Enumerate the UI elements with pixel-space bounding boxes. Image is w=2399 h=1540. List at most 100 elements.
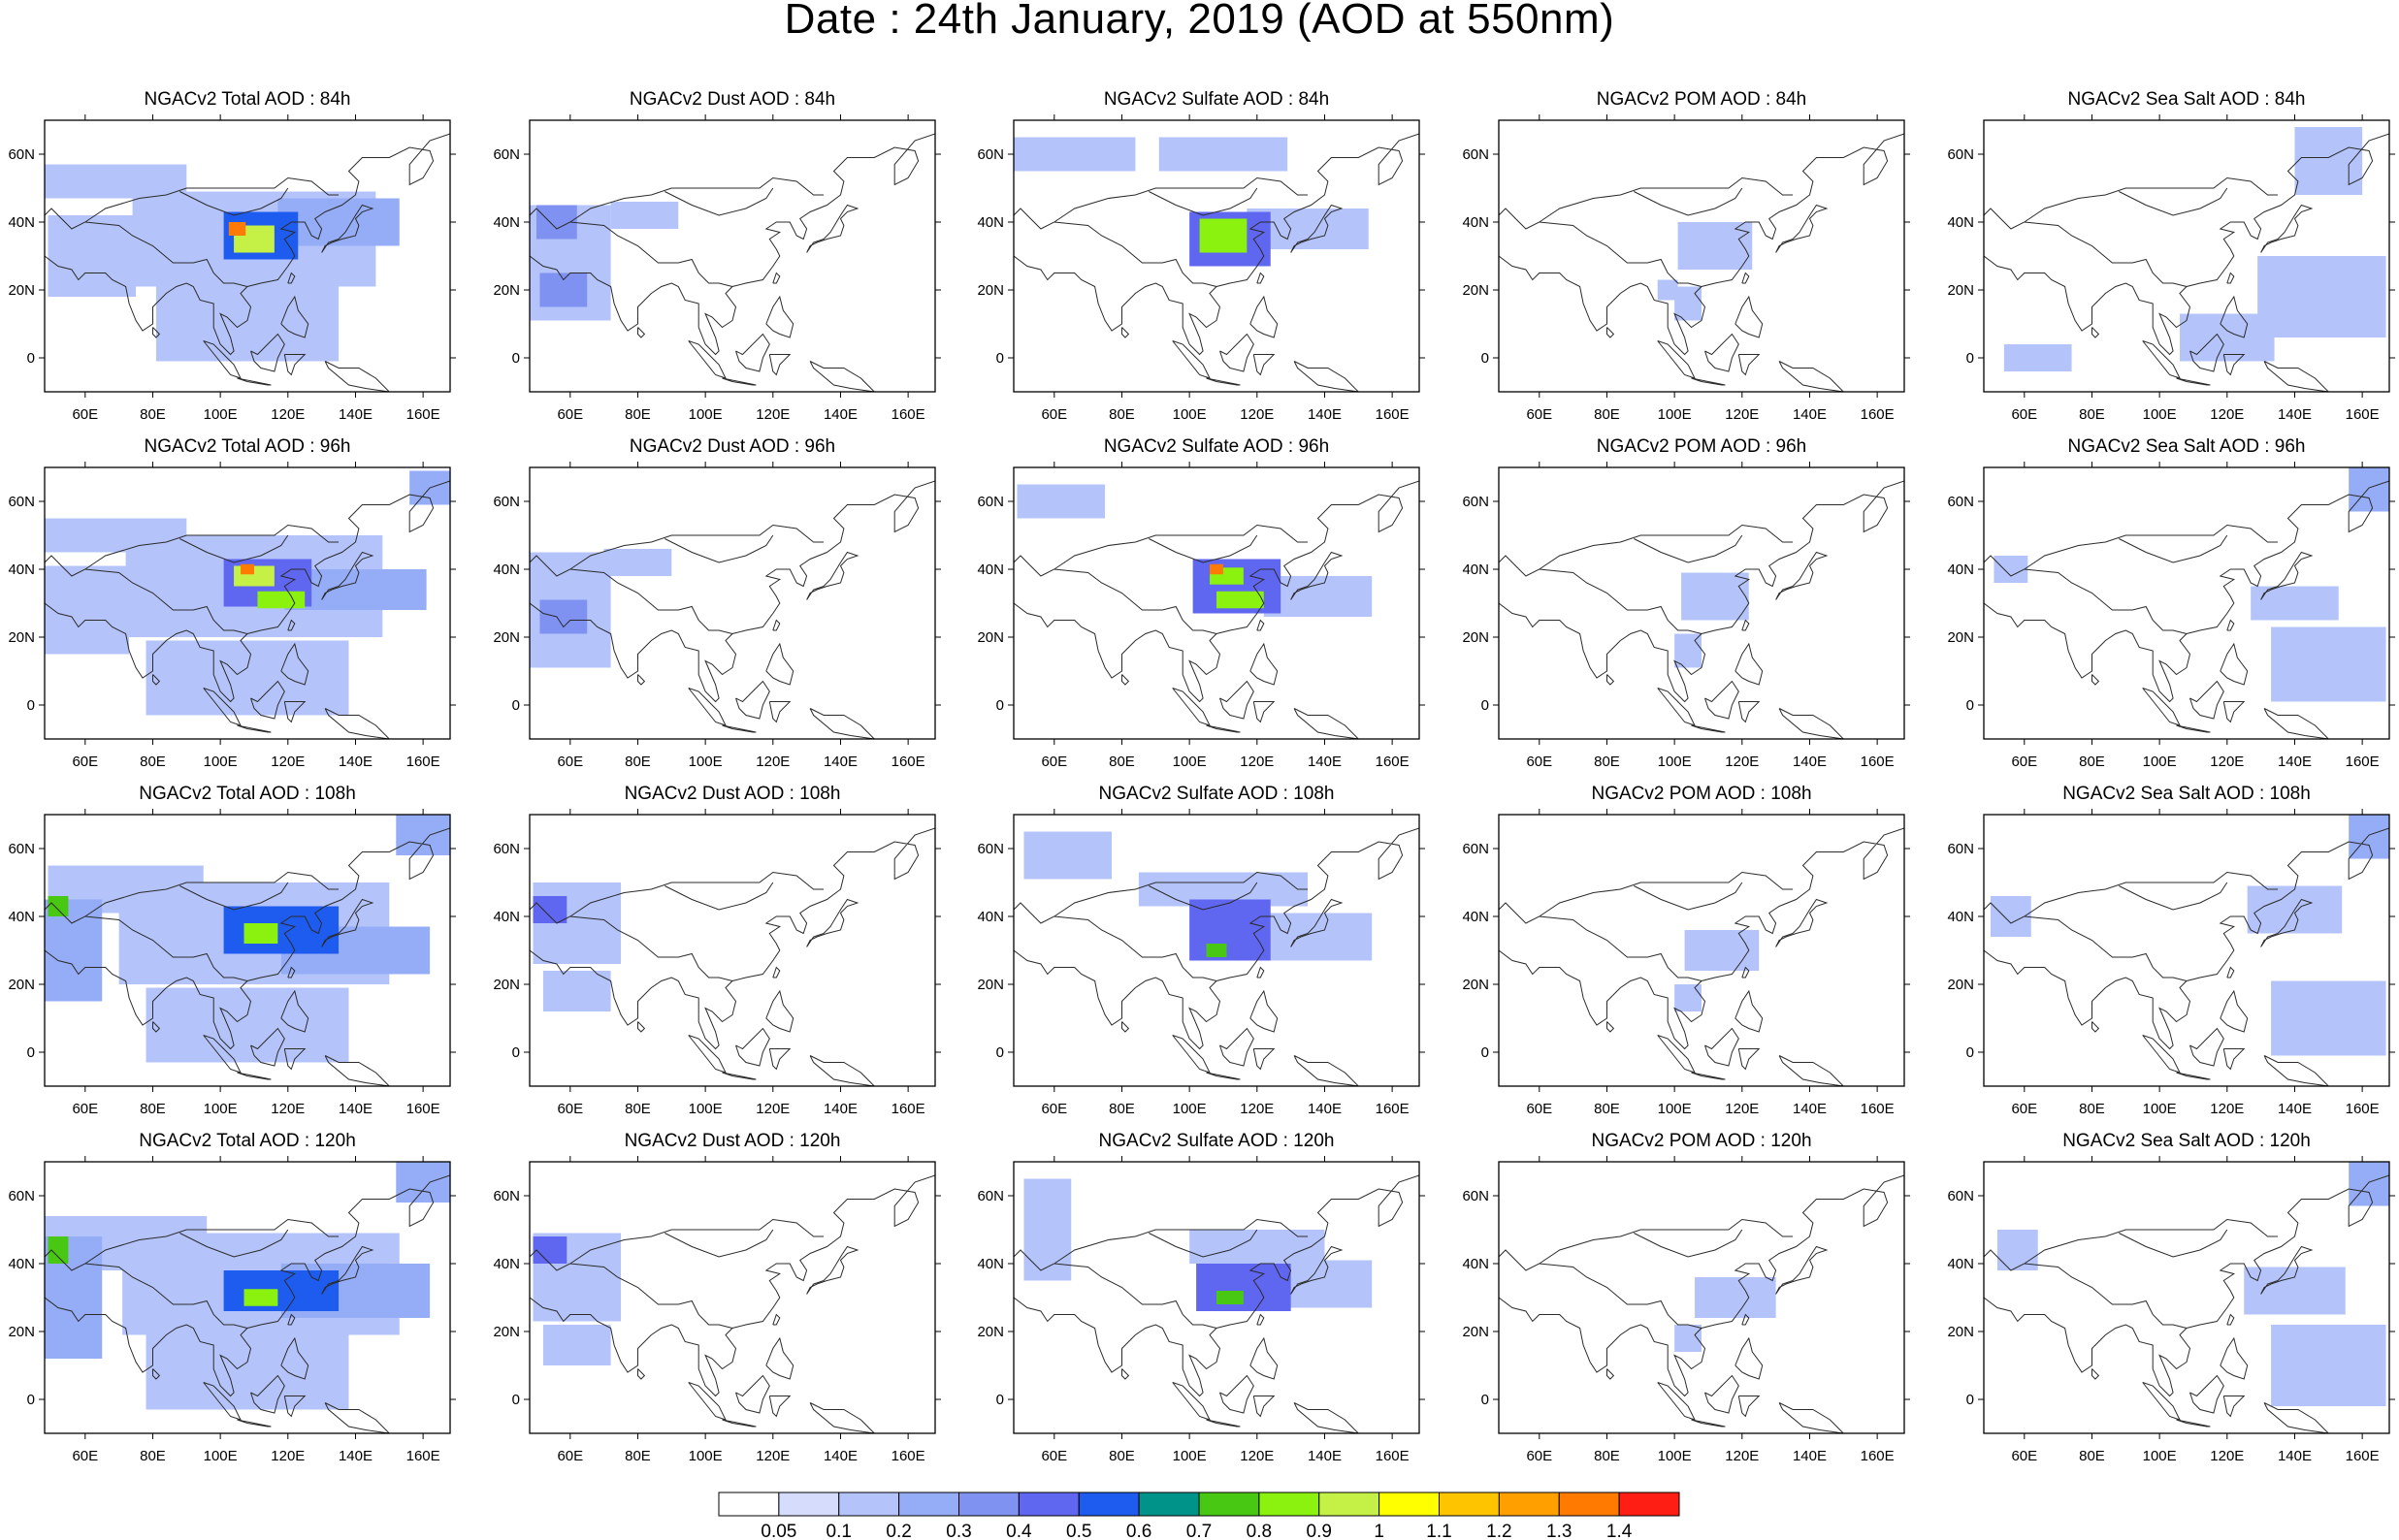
coastline-path bbox=[287, 619, 296, 631]
lat-tick-label: 40N bbox=[1947, 214, 1974, 231]
lon-tick-label: 60E bbox=[1526, 1101, 1552, 1117]
colorbar-label: 0.5 bbox=[1066, 1522, 1091, 1540]
map-frame bbox=[1013, 814, 1420, 1087]
coastline-path bbox=[237, 377, 272, 386]
coastline-path bbox=[1778, 1402, 1845, 1433]
lon-tick-label: 80E bbox=[1594, 1101, 1620, 1117]
lat-tick-label: 20N bbox=[8, 1324, 35, 1340]
lat-tick-label: 20N bbox=[8, 629, 35, 646]
coastline-path bbox=[250, 1374, 285, 1414]
lon-tick-label: 120E bbox=[1725, 1448, 1759, 1464]
lon-tick-label: 120E bbox=[756, 406, 790, 423]
lon-tick-label: 120E bbox=[756, 754, 790, 770]
coastline-path bbox=[2263, 1402, 2330, 1433]
coastline-path bbox=[1206, 377, 1241, 386]
aod-cell bbox=[1189, 1230, 1325, 1264]
lon-tick-label: 80E bbox=[1594, 1448, 1620, 1464]
aod-cell bbox=[1681, 572, 1749, 621]
coastline-path bbox=[1984, 1174, 2389, 1397]
aod-cell bbox=[223, 1270, 340, 1311]
colorbar-label: 0.8 bbox=[1247, 1522, 1272, 1540]
coastline-path bbox=[2220, 642, 2249, 686]
lon-tick-label: 100E bbox=[689, 1101, 723, 1117]
coastline-path bbox=[237, 1072, 272, 1080]
aod-cell bbox=[48, 1236, 69, 1264]
lat-tick-label: 0 bbox=[512, 1392, 520, 1408]
map-panel-dust-96h: NGACv2 Dust AOD : 96h 60E 80E 100E 120E 140E 1… bbox=[485, 436, 970, 770]
coastline-path bbox=[2119, 882, 2228, 911]
map-plot: 60E 80E 100E 120E 140E 160E 60N 40N 20N 0 bbox=[1947, 1156, 2395, 1464]
coastline-path bbox=[806, 1245, 859, 1295]
colorbar-box bbox=[1138, 1492, 1200, 1517]
coastline-path bbox=[1539, 221, 1702, 287]
lon-tick-label: 80E bbox=[625, 754, 651, 770]
lon-tick-label: 160E bbox=[2346, 1448, 2380, 1464]
coastline-path bbox=[1121, 674, 1130, 686]
coastline-path bbox=[735, 680, 770, 720]
coastline-path bbox=[324, 708, 391, 739]
map-frame bbox=[1498, 1161, 1905, 1434]
aod-cell bbox=[2244, 1267, 2346, 1315]
colorbar-label: 0.7 bbox=[1186, 1522, 1212, 1540]
lon-tick-label: 140E bbox=[2278, 1448, 2312, 1464]
lon-tick-label: 80E bbox=[625, 1101, 651, 1117]
colorbar-box bbox=[778, 1492, 840, 1517]
aod-field bbox=[2003, 127, 2386, 371]
aod-cell bbox=[243, 1289, 278, 1306]
coastline-path bbox=[2222, 701, 2246, 723]
coastline-path bbox=[1984, 827, 2389, 1050]
lat-tick-label: 40N bbox=[493, 1256, 520, 1272]
map-frame bbox=[44, 814, 451, 1087]
colorbar-label: 1.4 bbox=[1606, 1522, 1633, 1540]
coastline-path bbox=[1704, 680, 1739, 720]
lon-tick-label: 160E bbox=[2346, 1101, 2380, 1117]
lat-tick-label: 20N bbox=[493, 1324, 520, 1340]
coastline-path bbox=[321, 551, 374, 600]
aod-field bbox=[1657, 222, 1753, 321]
coastline-path bbox=[1984, 133, 2389, 356]
coastline-path bbox=[530, 871, 825, 924]
aod-cell bbox=[1210, 563, 1223, 575]
lat-tick-label: 60N bbox=[1462, 494, 1489, 510]
aod-cell bbox=[1158, 137, 1288, 172]
coastline-path bbox=[287, 966, 296, 979]
lat-tick-label: 40N bbox=[1947, 1256, 1974, 1272]
aod-cell bbox=[1994, 556, 2028, 583]
aod-cell bbox=[1674, 633, 1702, 668]
lat-tick-label: 0 bbox=[1481, 697, 1489, 714]
map-plot: 60E 80E 100E 120E 140E 160E 60N 40N 20N 0 bbox=[977, 1156, 1425, 1464]
colorbar-box bbox=[838, 1492, 900, 1517]
panel-title: NGACv2 Dust AOD : 108h bbox=[624, 784, 841, 804]
coastline-path bbox=[2189, 1374, 2224, 1414]
coastline-path bbox=[2091, 674, 2100, 686]
coastlines bbox=[1499, 1174, 1904, 1433]
lat-tick-label: 60N bbox=[977, 494, 1004, 510]
coastline-path bbox=[1256, 966, 1265, 979]
coastlines bbox=[1984, 480, 2389, 739]
coastline-path bbox=[765, 642, 794, 686]
map-frame bbox=[44, 1161, 451, 1434]
coastline-path bbox=[1252, 1396, 1276, 1418]
lon-tick-label: 140E bbox=[1308, 1101, 1342, 1117]
coastline-path bbox=[688, 1382, 727, 1421]
map-plot: 60E 80E 100E 120E 140E 160E 60N 40N 20N 0 bbox=[977, 809, 1425, 1117]
lon-tick-label: 60E bbox=[72, 1448, 98, 1464]
lon-tick-label: 100E bbox=[1173, 406, 1207, 423]
lon-tick-label: 80E bbox=[140, 754, 166, 770]
lon-tick-label: 140E bbox=[2278, 406, 2312, 423]
coastline-path bbox=[2226, 619, 2235, 631]
lat-tick-label: 60N bbox=[977, 1188, 1004, 1204]
map-panel-pom-96h: NGACv2 POM AOD : 96h 60E 80E 100E 120E 140E 16… bbox=[1454, 436, 1939, 770]
colorbar-box bbox=[1439, 1492, 1500, 1517]
coastline-path bbox=[283, 354, 307, 376]
coastline-path bbox=[530, 524, 825, 577]
coastline-path bbox=[2263, 361, 2330, 392]
aod-cell bbox=[2003, 344, 2072, 371]
coastline-path bbox=[1252, 701, 1276, 723]
coastline-path bbox=[2226, 966, 2235, 979]
coastlines bbox=[45, 1174, 450, 1433]
lat-tick-label: 60N bbox=[1947, 146, 1974, 163]
coastline-path bbox=[1741, 619, 1750, 631]
lon-tick-label: 80E bbox=[2079, 1101, 2105, 1117]
map-panel-total-84h: NGACv2 Total AOD : 84h 60E 80E 100E 120E 140E… bbox=[0, 89, 485, 423]
